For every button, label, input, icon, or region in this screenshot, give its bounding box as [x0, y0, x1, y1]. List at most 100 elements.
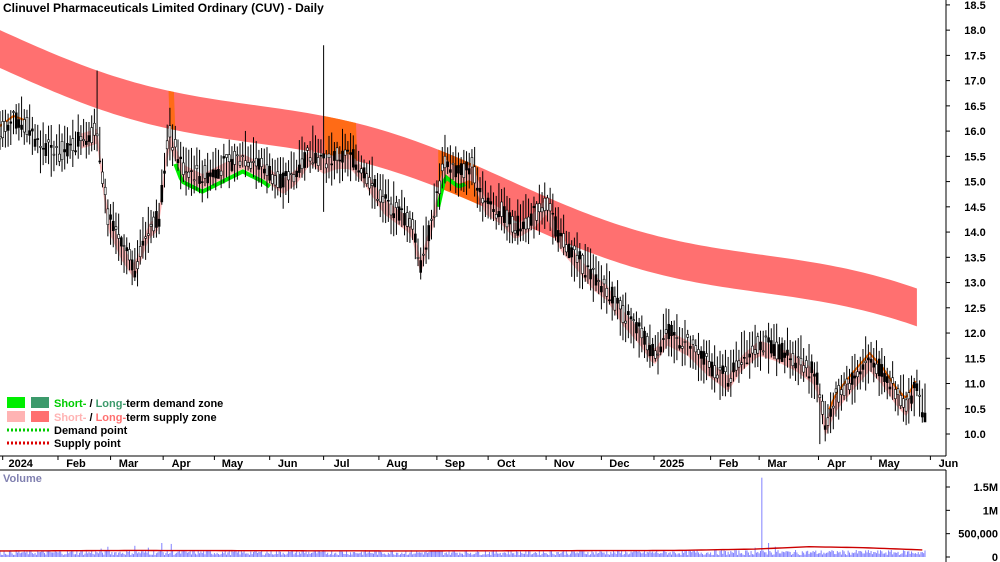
- candle-body: [602, 278, 606, 285]
- candle-body: [427, 225, 431, 242]
- candle-body: [171, 147, 174, 151]
- candle-body: [858, 371, 862, 375]
- candle-body: [656, 353, 660, 356]
- candle-body: [292, 174, 296, 183]
- candle-body: [829, 408, 832, 417]
- candle-body: [430, 218, 433, 221]
- candle-body: [694, 345, 698, 353]
- candle-body: [389, 203, 393, 216]
- candle-body: [880, 364, 884, 377]
- candle-body: [451, 162, 455, 165]
- candle-body: [273, 175, 277, 186]
- candle-body: [82, 139, 85, 142]
- candle-body: [306, 147, 309, 151]
- volume-label: Volume: [3, 473, 42, 485]
- candle-body: [128, 249, 131, 261]
- date-tick-label: Jul: [334, 458, 350, 470]
- candle-body: [610, 286, 614, 304]
- candle-body: [689, 345, 692, 349]
- candle-body: [279, 173, 282, 189]
- candle-body: [198, 176, 201, 184]
- candle-body: [411, 219, 414, 230]
- candle-body: [168, 125, 172, 138]
- candle-body: [807, 376, 811, 379]
- candle-body: [683, 341, 687, 343]
- candle-body: [446, 161, 449, 167]
- candle-body: [624, 320, 627, 324]
- price-tick-label: 11.5: [965, 353, 986, 365]
- candle-body: [640, 328, 644, 339]
- candle-body: [87, 135, 91, 142]
- candle-body: [203, 165, 207, 179]
- candle-body: [921, 412, 924, 418]
- candle-body: [621, 305, 625, 323]
- candle-body: [769, 340, 773, 354]
- candle-body: [249, 161, 253, 169]
- candle-body: [260, 158, 263, 167]
- candle-body: [165, 140, 169, 150]
- candle-body: [246, 162, 250, 167]
- candle-body: [373, 179, 377, 188]
- candle-body: [268, 166, 271, 181]
- candle-body: [341, 150, 344, 163]
- candle-body: [327, 153, 331, 159]
- price-tick-label: 17.0: [964, 76, 985, 88]
- candle-body: [659, 346, 663, 353]
- candle-body: [184, 171, 188, 174]
- candle-body: [195, 164, 199, 170]
- candle-body: [837, 385, 841, 403]
- candle-body: [84, 140, 88, 145]
- candle-body: [76, 131, 80, 147]
- date-axis: 2024 Feb Mar Apr May Jun Jul Aug Sep Oct Nov Dec 202…: [2, 456, 958, 470]
- legend-supply-point: Supply point: [54, 438, 121, 450]
- volume-tick-label: 500,000: [958, 529, 998, 541]
- candle-body: [783, 352, 787, 358]
- candle-body: [896, 388, 900, 395]
- candle-body: [368, 177, 371, 189]
- date-tick-label: Feb: [66, 458, 86, 470]
- candle-body: [778, 344, 781, 360]
- candle-body: [672, 332, 676, 336]
- candle-body: [338, 159, 342, 162]
- candle-body: [743, 357, 746, 359]
- candle-body: [93, 122, 96, 136]
- candle-body: [443, 155, 447, 169]
- candle-body: [724, 366, 727, 372]
- candle-body: [465, 161, 468, 171]
- candle-body: [713, 365, 716, 379]
- candle-body: [314, 152, 317, 164]
- candle-body: [103, 186, 107, 195]
- candle-body: [354, 164, 358, 170]
- candle-body: [138, 246, 142, 257]
- candle-body: [516, 215, 520, 236]
- candle-body: [360, 168, 363, 174]
- candle-body: [664, 329, 668, 334]
- candle-body: [613, 296, 617, 311]
- candle-body: [883, 373, 886, 382]
- date-tick-label: Sep: [445, 458, 465, 470]
- candle-body: [918, 394, 921, 397]
- candle-body: [524, 217, 528, 230]
- candle-body: [751, 345, 754, 354]
- legend: Short- / Long-term demand zone Short- / …: [7, 397, 223, 450]
- candle-body: [489, 201, 493, 205]
- candle-body: [403, 213, 406, 226]
- candle-body: [236, 154, 239, 157]
- legend-swatch-short-demand: [7, 397, 25, 408]
- candle-body: [907, 392, 911, 400]
- candle-body: [52, 153, 56, 156]
- candle-body: [101, 171, 104, 184]
- candle-body: [586, 265, 590, 268]
- candle-body: [680, 346, 684, 349]
- candle-body: [670, 324, 673, 336]
- candle-body: [462, 163, 466, 178]
- candle-body: [416, 256, 420, 259]
- candle-body: [0, 135, 2, 140]
- candle-body: [182, 162, 185, 175]
- candle-body: [500, 201, 503, 217]
- candle-body: [845, 378, 849, 385]
- candle-body: [173, 139, 177, 148]
- candle-body: [877, 358, 881, 377]
- candle-body: [486, 197, 490, 204]
